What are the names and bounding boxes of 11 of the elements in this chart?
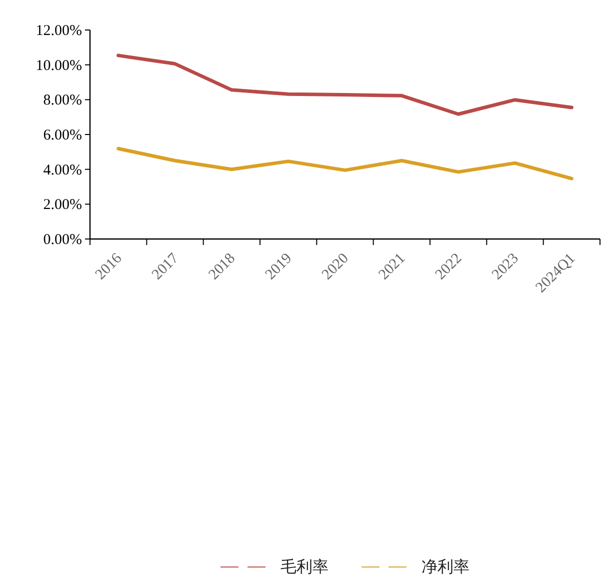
legend-label: 毛利率	[280, 557, 328, 576]
y-tick-label: 2.00%	[43, 197, 82, 214]
legend-label: 净利率	[422, 557, 470, 576]
y-tick-label: 0.00%	[43, 232, 82, 248]
y-tick-label: 8.00%	[43, 92, 82, 109]
line-series	[116, 54, 574, 116]
y-tick-label: 12.00%	[36, 23, 82, 39]
y-tick-label: 10.00%	[36, 58, 82, 74]
line-series	[116, 146, 574, 180]
y-tick-label: 4.00%	[43, 162, 82, 178]
y-tick-label: 6.00%	[43, 128, 82, 144]
